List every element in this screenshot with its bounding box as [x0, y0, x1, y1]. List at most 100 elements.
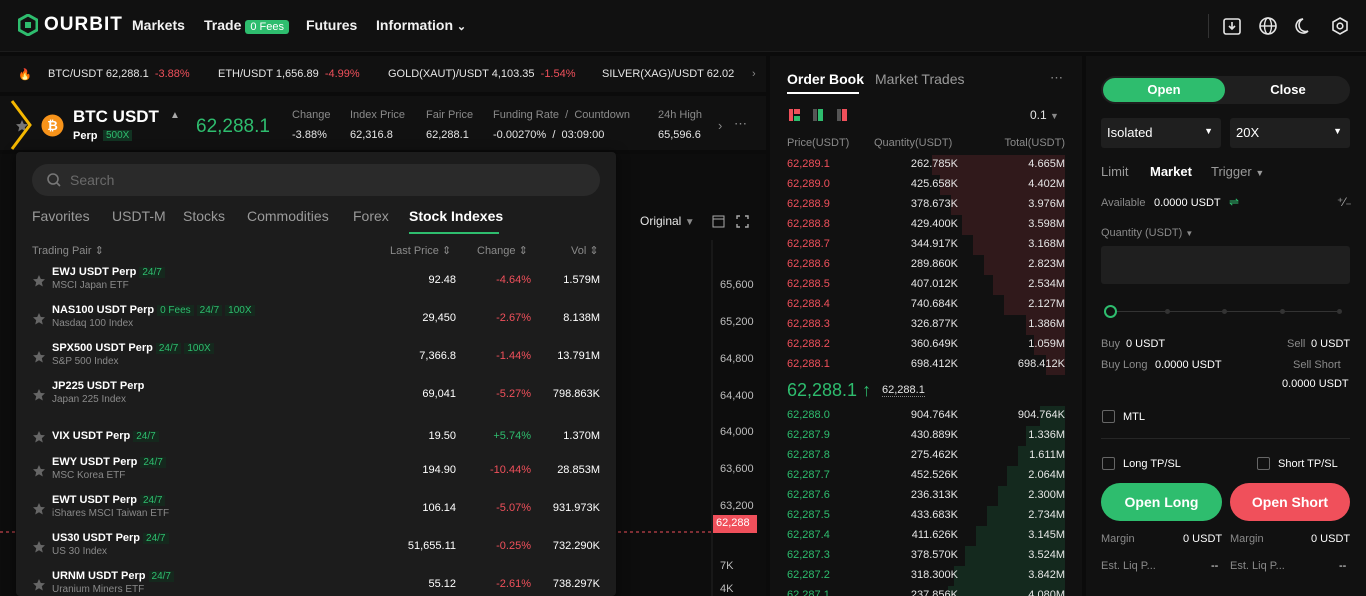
- favorite-star-icon[interactable]: [32, 578, 46, 592]
- table-row[interactable]: JP225 USDT Perp Japan 225 Index 69,041 -5.2…: [16, 377, 616, 415]
- long-tpsl-checkbox[interactable]: [1102, 457, 1115, 470]
- nav-information[interactable]: Information ⌄: [376, 17, 466, 33]
- bid-row[interactable]: 62,287.2 318.300K 3.842M: [787, 566, 1065, 586]
- ask-row[interactable]: 62,288.5 407.012K 2.534M: [787, 275, 1065, 295]
- chevron-right-icon[interactable]: ›: [752, 68, 756, 80]
- ticker-item[interactable]: GOLD(XAUT)/USDT 4,103.35 -1.54%: [388, 68, 576, 80]
- layout-icon[interactable]: [712, 215, 725, 228]
- caret-up-icon[interactable]: ▲: [170, 110, 180, 121]
- tab-order-book[interactable]: Order Book: [787, 71, 865, 87]
- settings-icon[interactable]: [1330, 16, 1350, 36]
- tab-stocks[interactable]: Stocks: [183, 208, 226, 224]
- favorite-star-icon[interactable]: [32, 464, 46, 478]
- col-last-price[interactable]: Last Price ⇕: [390, 245, 452, 257]
- bid-row[interactable]: 62,287.5 433.683K 2.734M: [787, 506, 1065, 526]
- book-view-icons[interactable]: [789, 109, 851, 121]
- favorite-star-icon[interactable]: [32, 350, 46, 364]
- bid-row[interactable]: 62,287.6 236.313K 2.300M: [787, 486, 1065, 506]
- favorite-star-icon[interactable]: [32, 274, 46, 288]
- ask-row[interactable]: 62,288.2 360.649K 1.059M: [787, 335, 1065, 355]
- tab-commodities[interactable]: Commodities: [247, 208, 329, 224]
- tab-market-trades[interactable]: Market Trades: [875, 71, 965, 87]
- table-row[interactable]: EWY USDT Perp 24/7 MSC Korea ETF 194.90 -10.…: [16, 453, 616, 491]
- favorite-star-icon[interactable]: [15, 119, 29, 133]
- favorite-star-icon[interactable]: [32, 540, 46, 554]
- moon-icon[interactable]: [1294, 16, 1314, 36]
- search-input[interactable]: [70, 164, 570, 196]
- symbol-name[interactable]: BTC USDT: [73, 107, 159, 126]
- order-type-market[interactable]: Market: [1150, 164, 1192, 179]
- favorite-star-icon[interactable]: [32, 388, 46, 402]
- col-vol[interactable]: Vol ⇕: [571, 245, 599, 257]
- nav-futures[interactable]: Futures: [306, 17, 358, 33]
- tab-usdt-m[interactable]: USDT-M: [112, 208, 166, 224]
- fullscreen-icon[interactable]: [736, 215, 749, 228]
- open-short-button[interactable]: Open Short: [1230, 483, 1350, 521]
- bid-row[interactable]: 62,287.1 237.856K 4.080M: [787, 586, 1065, 596]
- table-row[interactable]: NAS100 USDT Perp 0 Fees 24/7 100X Nasdaq 100…: [16, 301, 616, 339]
- precision-select[interactable]: 0.1 ▼: [1030, 108, 1059, 122]
- mtl-checkbox[interactable]: [1102, 410, 1115, 423]
- transfer-icon[interactable]: ⇌: [1229, 195, 1240, 209]
- table-row[interactable]: EWJ USDT Perp 24/7 MSCI Japan ETF 92.48 -4.6…: [16, 263, 616, 301]
- ask-row[interactable]: 62,289.0 425.658K 4.402M: [787, 175, 1065, 195]
- more-icon[interactable]: ⋯: [1050, 70, 1063, 85]
- slider-tick[interactable]: [1165, 309, 1170, 314]
- table-row[interactable]: URNM USDT Perp 24/7 Uranium Miners ETF 55.1…: [16, 567, 616, 596]
- ticker-item[interactable]: ETH/USDT 1,656.89 -4.99%: [218, 68, 360, 80]
- favorite-star-icon[interactable]: [32, 312, 46, 326]
- search-box[interactable]: [32, 164, 600, 196]
- short-tpsl-checkbox[interactable]: [1257, 457, 1270, 470]
- table-row[interactable]: US30 USDT Perp 24/7 US 30 Index 51,655.11 -0…: [16, 529, 616, 567]
- nav-trade[interactable]: Trade 0 Fees: [204, 17, 289, 34]
- table-row[interactable]: EWT USDT Perp 24/7 iShares MSCI Taiwan ETF…: [16, 491, 616, 529]
- bid-row[interactable]: 62,287.3 378.570K 3.524M: [787, 546, 1065, 566]
- ask-row[interactable]: 62,288.7 344.917K 3.168M: [787, 235, 1065, 255]
- chevron-right-icon[interactable]: ›: [718, 118, 723, 133]
- slider-tick[interactable]: [1280, 309, 1285, 314]
- table-row[interactable]: SPX500 USDT Perp 24/7 100X S&P 500 Index 7,3…: [16, 339, 616, 377]
- ask-row[interactable]: 62,288.1 698.412K 698.412K: [787, 355, 1065, 375]
- quantity-label[interactable]: Quantity (USDT) ▼: [1101, 227, 1193, 239]
- chart-mode[interactable]: Original: [640, 214, 682, 228]
- slider-tick[interactable]: [1222, 309, 1227, 314]
- ask-row[interactable]: 62,288.4 740.684K 2.127M: [787, 295, 1065, 315]
- tab-favorites[interactable]: Favorites: [32, 208, 90, 224]
- ask-row[interactable]: 62,289.1 262.785K 4.665M: [787, 155, 1065, 175]
- order-type-trigger[interactable]: Trigger ▼: [1211, 164, 1264, 179]
- order-type-limit[interactable]: Limit: [1101, 164, 1129, 179]
- ticker-item[interactable]: BTC/USDT 62,288.1 -3.88%: [48, 68, 190, 80]
- close-tab-button[interactable]: Close: [1270, 82, 1306, 97]
- bid-row[interactable]: 62,287.8 275.462K 1.611M: [787, 446, 1065, 466]
- ticker-item[interactable]: SILVER(XAG)/USDT 62.02: [602, 68, 734, 80]
- bid-row[interactable]: 62,287.7 452.526K 2.064M: [787, 466, 1065, 486]
- logo[interactable]: OURBIT: [18, 14, 123, 36]
- calculator-icon[interactable]: ⁺⁄₋: [1337, 195, 1352, 209]
- chart-tools[interactable]: Original ▼: [640, 214, 695, 228]
- ask-row[interactable]: 62,288.3 326.877K 1.386M: [787, 315, 1065, 335]
- favorite-star-icon[interactable]: [32, 430, 46, 444]
- open-tab-button[interactable]: Open: [1103, 78, 1225, 102]
- tab-stock-indexes[interactable]: Stock Indexes: [409, 208, 504, 224]
- bid-row[interactable]: 62,288.0 904.764K 904.764K: [787, 406, 1065, 426]
- bid-row[interactable]: 62,287.4 411.626K 3.145M: [787, 526, 1065, 546]
- slider-tick[interactable]: [1337, 309, 1342, 314]
- margin-mode-select[interactable]: Isolated ▼: [1101, 118, 1221, 148]
- bid-row[interactable]: 62,287.9 430.889K 1.336M: [787, 426, 1065, 446]
- leverage-select[interactable]: 20X ▼: [1230, 118, 1350, 148]
- nav-markets[interactable]: Markets: [132, 17, 185, 33]
- open-long-button[interactable]: Open Long: [1101, 483, 1222, 521]
- col-trading-pair[interactable]: Trading Pair ⇕: [32, 245, 104, 257]
- slider-handle[interactable]: [1104, 305, 1117, 318]
- favorite-star-icon[interactable]: [32, 502, 46, 516]
- quantity-input[interactable]: [1101, 246, 1350, 284]
- ask-row[interactable]: 62,288.6 289.860K 2.823M: [787, 255, 1065, 275]
- col-change[interactable]: Change ⇕: [477, 245, 528, 257]
- globe-icon[interactable]: [1258, 16, 1278, 36]
- more-icon[interactable]: ⋯: [734, 116, 747, 131]
- tab-forex[interactable]: Forex: [353, 208, 389, 224]
- ask-row[interactable]: 62,288.8 429.400K 3.598M: [787, 215, 1065, 235]
- table-row[interactable]: VIX USDT Perp 24/7 19.50 +5.74% 1.370M: [16, 419, 616, 457]
- ask-row[interactable]: 62,288.9 378.673K 3.976M: [787, 195, 1065, 215]
- download-icon[interactable]: [1222, 16, 1242, 36]
